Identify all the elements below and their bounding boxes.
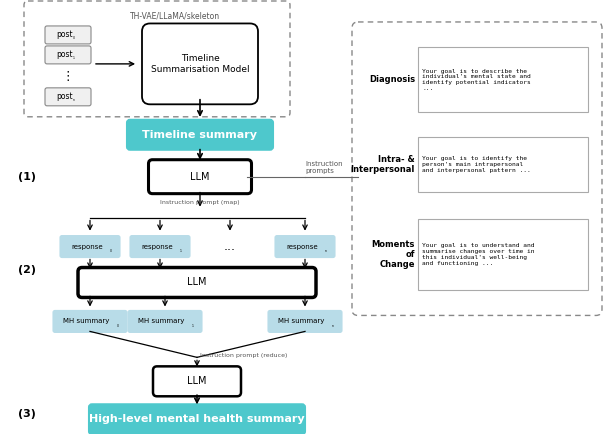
Text: response: response — [286, 243, 318, 250]
Text: High-level mental health summary: High-level mental health summary — [89, 414, 305, 424]
FancyBboxPatch shape — [268, 310, 342, 332]
Text: Diagnosis: Diagnosis — [369, 76, 415, 84]
Text: Timeline summary: Timeline summary — [142, 130, 258, 140]
FancyBboxPatch shape — [275, 236, 335, 257]
FancyBboxPatch shape — [128, 310, 202, 332]
FancyBboxPatch shape — [89, 404, 305, 434]
Text: ₁: ₁ — [73, 56, 75, 60]
Text: Instruction
prompts: Instruction prompts — [305, 161, 342, 174]
Text: Instruction prompt (map): Instruction prompt (map) — [160, 200, 240, 205]
FancyBboxPatch shape — [127, 120, 273, 150]
Text: Your goal is to describe the
individual's mental state and
identify potential in: Your goal is to describe the individual'… — [422, 69, 531, 91]
Bar — [418, 219, 588, 290]
FancyBboxPatch shape — [53, 310, 127, 332]
FancyBboxPatch shape — [78, 267, 316, 297]
Text: Instruction prompt (reduce): Instruction prompt (reduce) — [200, 353, 287, 358]
Text: MH summary: MH summary — [278, 319, 324, 325]
Text: Moments
of
Change: Moments of Change — [371, 240, 415, 270]
Text: ...: ... — [224, 240, 236, 253]
FancyBboxPatch shape — [45, 46, 91, 64]
Text: Timeline
Summarisation Model: Timeline Summarisation Model — [151, 54, 249, 74]
Bar — [418, 137, 588, 192]
Text: ₀: ₀ — [110, 248, 112, 253]
Text: post: post — [57, 50, 73, 59]
FancyBboxPatch shape — [148, 160, 251, 194]
FancyBboxPatch shape — [60, 236, 120, 257]
FancyBboxPatch shape — [352, 22, 602, 316]
Text: TH-VAE/LLaMA/skeleton: TH-VAE/LLaMA/skeleton — [130, 12, 220, 21]
Text: ₙ: ₙ — [332, 323, 334, 328]
Text: Intra- &
Interpersonal: Intra- & Interpersonal — [351, 155, 415, 174]
Text: ₙ: ₙ — [73, 97, 75, 102]
Text: ₁: ₁ — [192, 323, 194, 328]
Bar — [418, 47, 588, 112]
FancyBboxPatch shape — [153, 366, 241, 396]
FancyBboxPatch shape — [45, 26, 91, 44]
Text: MH summary: MH summary — [138, 319, 184, 325]
FancyBboxPatch shape — [130, 236, 190, 257]
Text: ⋮: ⋮ — [62, 70, 75, 83]
FancyBboxPatch shape — [142, 23, 258, 104]
Text: ₀: ₀ — [73, 36, 75, 40]
Text: (2): (2) — [18, 264, 36, 275]
FancyBboxPatch shape — [45, 88, 91, 106]
Text: response: response — [141, 243, 173, 250]
Text: ₀: ₀ — [117, 323, 119, 328]
Text: MH summary: MH summary — [63, 319, 109, 325]
Text: LLM: LLM — [187, 376, 207, 386]
Text: LLM: LLM — [187, 277, 207, 287]
Text: LLM: LLM — [190, 172, 210, 182]
Text: response: response — [71, 243, 103, 250]
Text: Your goal is to identify the
person's main intrapersonal
and interpersonal patte: Your goal is to identify the person's ma… — [422, 156, 531, 173]
Text: ₁: ₁ — [180, 248, 182, 253]
Text: ₙ: ₙ — [325, 248, 327, 253]
FancyBboxPatch shape — [24, 1, 290, 117]
Text: Your goal is to understand and
summarise changes over time in
this individual's : Your goal is to understand and summarise… — [422, 243, 534, 266]
Text: post: post — [57, 30, 73, 39]
Text: (3): (3) — [18, 409, 36, 419]
Text: (1): (1) — [18, 172, 36, 182]
Text: post: post — [57, 92, 73, 101]
